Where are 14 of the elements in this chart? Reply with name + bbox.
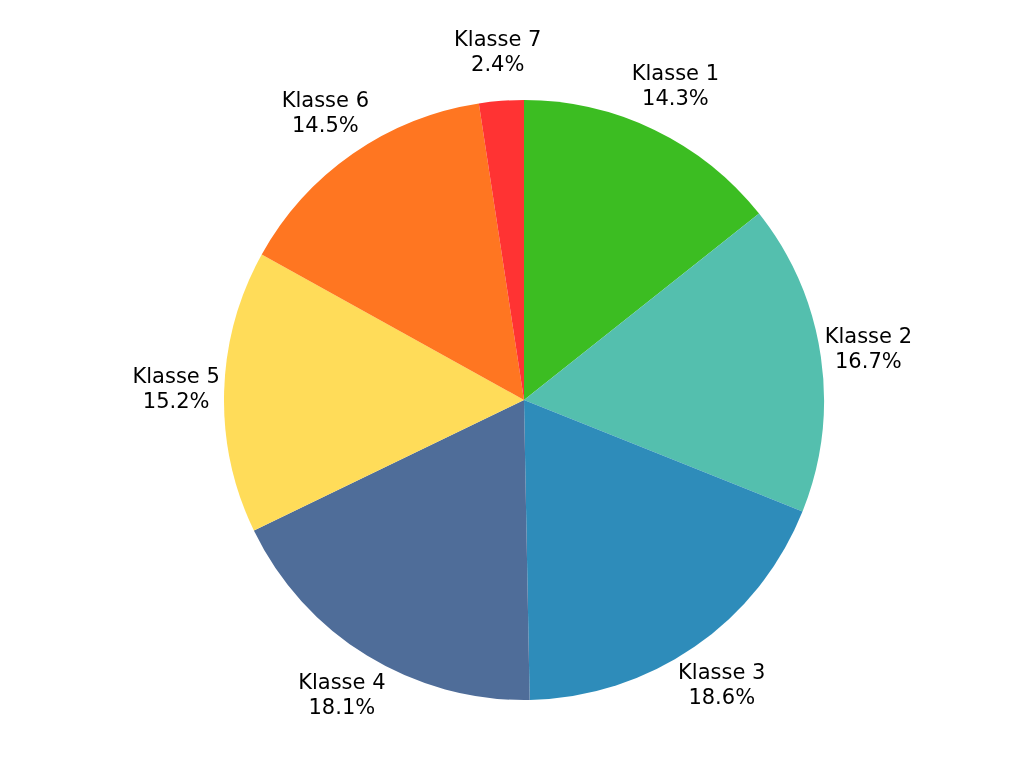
slice-label: Klasse 6: [281, 88, 369, 113]
data-label: 18.6%: [688, 685, 756, 710]
data-label: 15.2%: [142, 389, 210, 414]
slice-label: Klasse 7: [454, 26, 542, 51]
slice-label: Klasse 3: [678, 660, 766, 685]
slice-label: Klasse 2: [824, 323, 913, 348]
slice-label: Klasse 5: [132, 364, 220, 389]
data-label: 14.3%: [642, 85, 709, 110]
slice-label: Klasse 1: [631, 60, 720, 85]
data-label: 2.4%: [471, 51, 525, 76]
data-label: 16.7%: [835, 348, 902, 373]
slice-label: Klasse 4: [298, 670, 386, 695]
data-label: 14.5%: [291, 113, 359, 138]
data-label: 18.1%: [308, 695, 376, 720]
